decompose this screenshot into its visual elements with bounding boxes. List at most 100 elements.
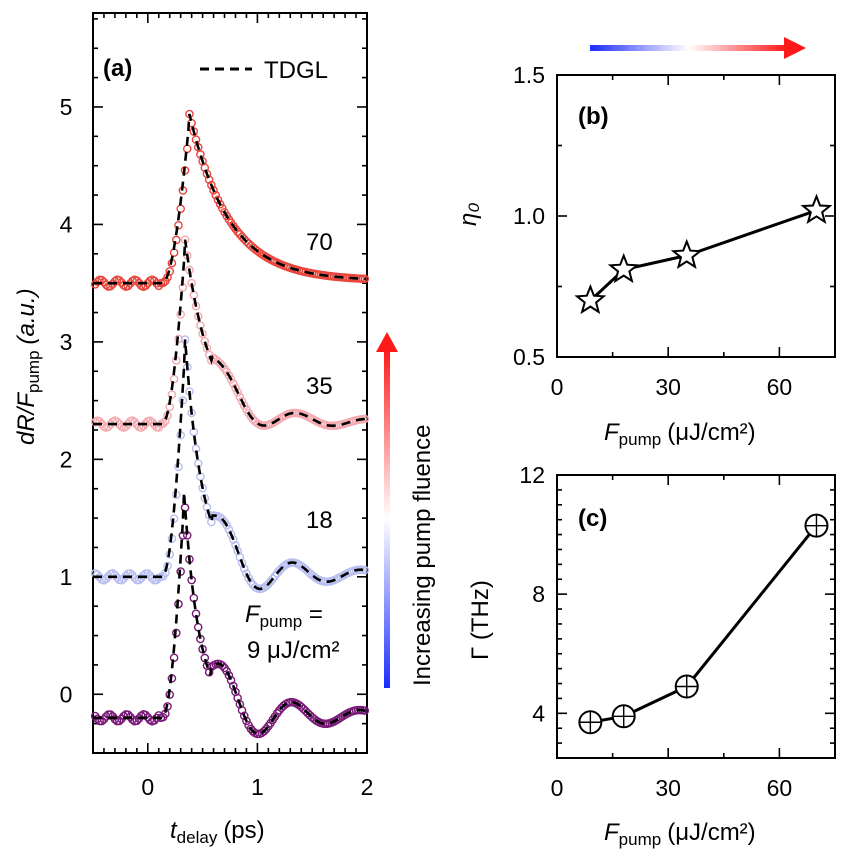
- data-point: [246, 724, 256, 734]
- data-point: [310, 572, 319, 582]
- data-point: [193, 622, 203, 632]
- panel-b-data: [574, 193, 833, 315]
- y-tick-label: 2: [60, 446, 73, 472]
- data-point: [143, 569, 153, 578]
- panel-a-ticks: 0 1 2 0 1 2 3 4 5: [60, 13, 374, 800]
- x-tick-label: 2: [361, 774, 374, 800]
- data-point: [215, 513, 225, 522]
- panel-b-ylabel: η₀: [455, 203, 482, 226]
- x-tick-label: 60: [767, 775, 793, 801]
- panel-c: 0 30 60 4 8 12 (c) Fpump (μJ/cm²) Γ (THz): [467, 462, 836, 849]
- data-point: [233, 227, 242, 236]
- panel-a-xlabel-main: t: [170, 817, 178, 844]
- data-point: [275, 706, 284, 715]
- panel-a-ylabel-unit: (a.u.): [13, 288, 40, 344]
- data-point: [207, 180, 216, 190]
- data-point: [279, 701, 289, 710]
- data-point: [275, 566, 284, 575]
- data-point: [132, 276, 142, 285]
- panel-b-xlabel-sub: pump: [619, 430, 662, 449]
- star-marker: [670, 238, 703, 270]
- x-tick-label: 30: [655, 374, 681, 400]
- data-point: [176, 204, 185, 214]
- y-tick-label: 0: [60, 681, 73, 707]
- data-point: [259, 726, 269, 736]
- series-label-18: 18: [306, 507, 333, 534]
- panel-a-ylabel-sub: pump: [24, 350, 43, 393]
- data-point: [163, 702, 172, 711]
- panel-c-xlabel: Fpump (μJ/cm²): [604, 819, 756, 849]
- fpump-label-eq: =: [302, 601, 323, 628]
- data-point: [130, 417, 139, 427]
- data-point: [233, 388, 242, 397]
- star-marker: [574, 283, 607, 315]
- panel-a-ylabel-pre: dR/F: [13, 392, 40, 445]
- data-point: [242, 716, 251, 726]
- data-point: [145, 416, 155, 425]
- data-point: [228, 535, 238, 544]
- fluence-arrow-shaft: [384, 350, 390, 688]
- panel-b-ticks: 0 30 60 0.5 1.0 1.5: [513, 62, 836, 400]
- data-point: [165, 267, 175, 276]
- x-tick-label: 60: [767, 374, 793, 400]
- data-point: [222, 666, 232, 676]
- x-tick-label: 0: [551, 775, 564, 801]
- data-point: [209, 185, 218, 195]
- data-point: [239, 234, 249, 244]
- panel-a-xlabel-sub: delay: [177, 828, 218, 847]
- data-point: [169, 374, 179, 384]
- data-point: [239, 711, 249, 721]
- data-point: [218, 661, 227, 670]
- data-point: [169, 514, 179, 524]
- panel-b-xlabel-unit: (μJ/cm²): [667, 419, 755, 446]
- y-tick-label: 4: [532, 700, 545, 726]
- tdgl-fit-line: [93, 339, 367, 591]
- panel-b-label: (b): [578, 103, 609, 130]
- panel-a-curves: [90, 109, 370, 739]
- data-point: [182, 144, 192, 154]
- data-point: [117, 575, 126, 585]
- panel-c-ylabel: Γ (THz): [467, 580, 494, 660]
- x-tick-label: 30: [655, 775, 681, 801]
- data-point: [204, 667, 214, 677]
- data-point: [235, 392, 245, 402]
- data-point: [215, 199, 225, 209]
- data-point: [163, 561, 172, 571]
- panel-a-ylabel: dR/Fpump (a.u.): [13, 288, 43, 445]
- panel-a-xlabel-unit: (ps): [223, 817, 264, 844]
- panel-a: 0 1 2 0 1 2 3 4 5 (a) TDGL 70 35 18 Fpump = 9 μJ…: [13, 12, 374, 847]
- x-tick-label: 1: [251, 774, 264, 800]
- data-point: [189, 290, 199, 300]
- data-point: [261, 581, 271, 591]
- data-point: [228, 379, 238, 388]
- data-point: [272, 568, 282, 578]
- data-point: [237, 232, 247, 242]
- data-point: [215, 359, 225, 368]
- panel-b: 0 30 60 0.5 1.0 1.5 (b) Fpump (μJ/cm²) η₀: [455, 62, 836, 449]
- data-point: [93, 570, 102, 579]
- panel-c-frame: [556, 474, 836, 759]
- data-point: [213, 357, 223, 366]
- fluence-arrow-top-shaft: [590, 45, 786, 51]
- fluence-arrow-head: [376, 332, 398, 352]
- panel-c-xlabel-unit: (μJ/cm²): [667, 819, 755, 846]
- data-point: [211, 190, 221, 200]
- y-tick-label: 5: [60, 94, 73, 120]
- fluence-arrow-top: [590, 37, 806, 59]
- y-tick-label: 0.5: [513, 344, 545, 370]
- panel-c-xlabel-main: F: [604, 819, 620, 846]
- panel-c-data: [578, 513, 829, 735]
- series-label-70: 70: [306, 229, 333, 256]
- data-line: [590, 524, 818, 724]
- panel-a-label: (a): [103, 55, 132, 82]
- panel-c-xlabel-sub: pump: [619, 830, 662, 849]
- data-line: [589, 208, 817, 302]
- panel-a-xlabel: tdelay (ps): [170, 817, 265, 847]
- data-point: [213, 195, 223, 205]
- data-point: [279, 561, 289, 571]
- y-tick-label: 1.5: [513, 62, 545, 88]
- series-18: [90, 335, 370, 594]
- x-tick-label: 0: [551, 374, 564, 400]
- series-9: [90, 492, 370, 739]
